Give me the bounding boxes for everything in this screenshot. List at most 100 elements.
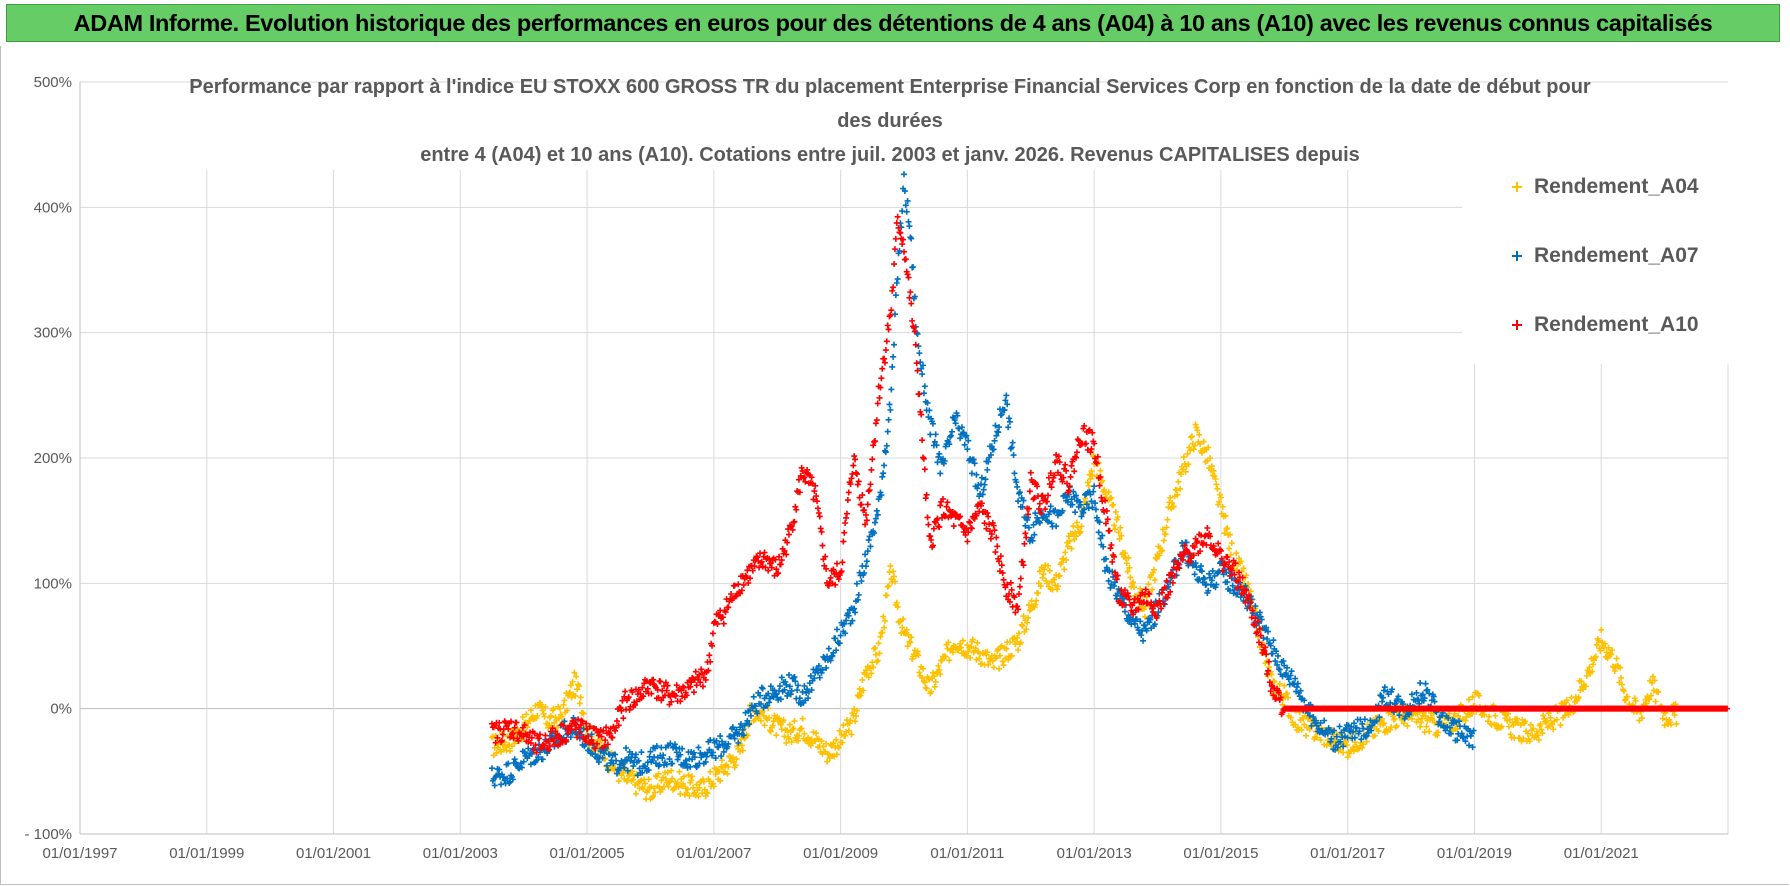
data-point	[1534, 732, 1541, 739]
data-point	[885, 416, 892, 423]
data-point	[943, 503, 950, 510]
data-point	[916, 669, 923, 676]
data-point	[922, 495, 929, 502]
data-point	[878, 492, 885, 499]
data-point	[1020, 497, 1027, 504]
data-point	[1034, 514, 1041, 521]
data-point	[961, 441, 968, 448]
data-point	[704, 790, 711, 797]
data-point	[991, 527, 998, 534]
data-point	[1215, 540, 1222, 547]
data-point	[620, 715, 627, 722]
data-point	[1193, 564, 1200, 571]
data-point	[1324, 730, 1331, 737]
data-point	[902, 256, 909, 263]
data-point	[599, 754, 606, 761]
data-point	[645, 776, 652, 783]
data-point	[773, 691, 780, 698]
data-point	[761, 722, 768, 729]
data-point	[833, 647, 840, 654]
data-point	[1181, 542, 1188, 549]
data-point	[1196, 576, 1203, 583]
data-point	[885, 582, 892, 589]
data-point	[1342, 725, 1349, 732]
data-point	[638, 749, 645, 756]
data-point	[1017, 575, 1024, 582]
data-point	[630, 763, 637, 770]
data-point	[648, 690, 655, 697]
data-point	[905, 218, 912, 225]
data-point	[824, 758, 831, 765]
data-point	[853, 580, 860, 587]
data-point	[799, 715, 806, 722]
data-point	[1469, 744, 1476, 751]
data-point	[786, 735, 793, 742]
data-point	[744, 567, 751, 574]
data-point	[552, 728, 559, 735]
data-point	[1070, 523, 1077, 530]
data-point	[1247, 599, 1254, 606]
data-point	[1348, 723, 1355, 730]
data-point	[1371, 732, 1378, 739]
data-point	[840, 538, 847, 545]
data-point	[1590, 661, 1597, 668]
data-point	[852, 718, 859, 725]
data-point	[1036, 519, 1043, 526]
data-point	[757, 700, 764, 707]
data-point	[920, 362, 927, 369]
data-point	[491, 782, 498, 789]
data-point	[1328, 735, 1335, 742]
data-point	[963, 652, 970, 659]
data-point	[1006, 639, 1013, 646]
data-point	[695, 676, 702, 683]
data-point	[1048, 484, 1055, 491]
data-point	[1530, 725, 1537, 732]
data-point	[910, 264, 917, 271]
data-point	[1091, 483, 1098, 490]
data-point	[1111, 582, 1118, 589]
data-point	[983, 525, 990, 532]
data-point	[904, 643, 911, 650]
data-point	[920, 665, 927, 672]
data-point	[683, 761, 690, 768]
data-point	[1655, 689, 1662, 696]
data-point	[1207, 533, 1214, 540]
data-point	[673, 749, 680, 756]
data-point	[640, 693, 647, 700]
data-point	[757, 559, 764, 566]
data-point	[957, 640, 964, 647]
data-point	[1185, 461, 1192, 468]
data-point	[1234, 591, 1241, 598]
data-point	[894, 276, 901, 283]
data-point	[1280, 657, 1287, 664]
data-point	[1156, 552, 1163, 559]
data-point	[593, 726, 600, 733]
data-point	[580, 725, 587, 732]
data-point	[1150, 609, 1157, 616]
data-point	[1159, 526, 1166, 533]
data-point	[1134, 595, 1141, 602]
data-point	[1450, 713, 1457, 720]
data-point	[1351, 748, 1358, 755]
data-point	[998, 562, 1005, 569]
data-point	[1188, 433, 1195, 440]
data-point	[992, 549, 999, 556]
data-point	[662, 775, 669, 782]
data-point	[1021, 540, 1028, 547]
data-point	[1011, 470, 1018, 477]
data-point	[1436, 718, 1443, 725]
data-point	[632, 754, 639, 761]
data-point	[930, 525, 937, 532]
data-point	[1264, 671, 1271, 678]
series-rendement_a10	[489, 213, 1731, 756]
data-point	[1056, 459, 1063, 466]
data-point	[1133, 616, 1140, 623]
data-point	[783, 551, 790, 558]
data-point	[1336, 723, 1343, 730]
data-point	[891, 311, 898, 318]
data-point	[545, 738, 552, 745]
data-point	[1023, 534, 1030, 541]
x-tick-label: 01/01/2013	[1057, 845, 1132, 862]
data-point	[914, 367, 921, 374]
